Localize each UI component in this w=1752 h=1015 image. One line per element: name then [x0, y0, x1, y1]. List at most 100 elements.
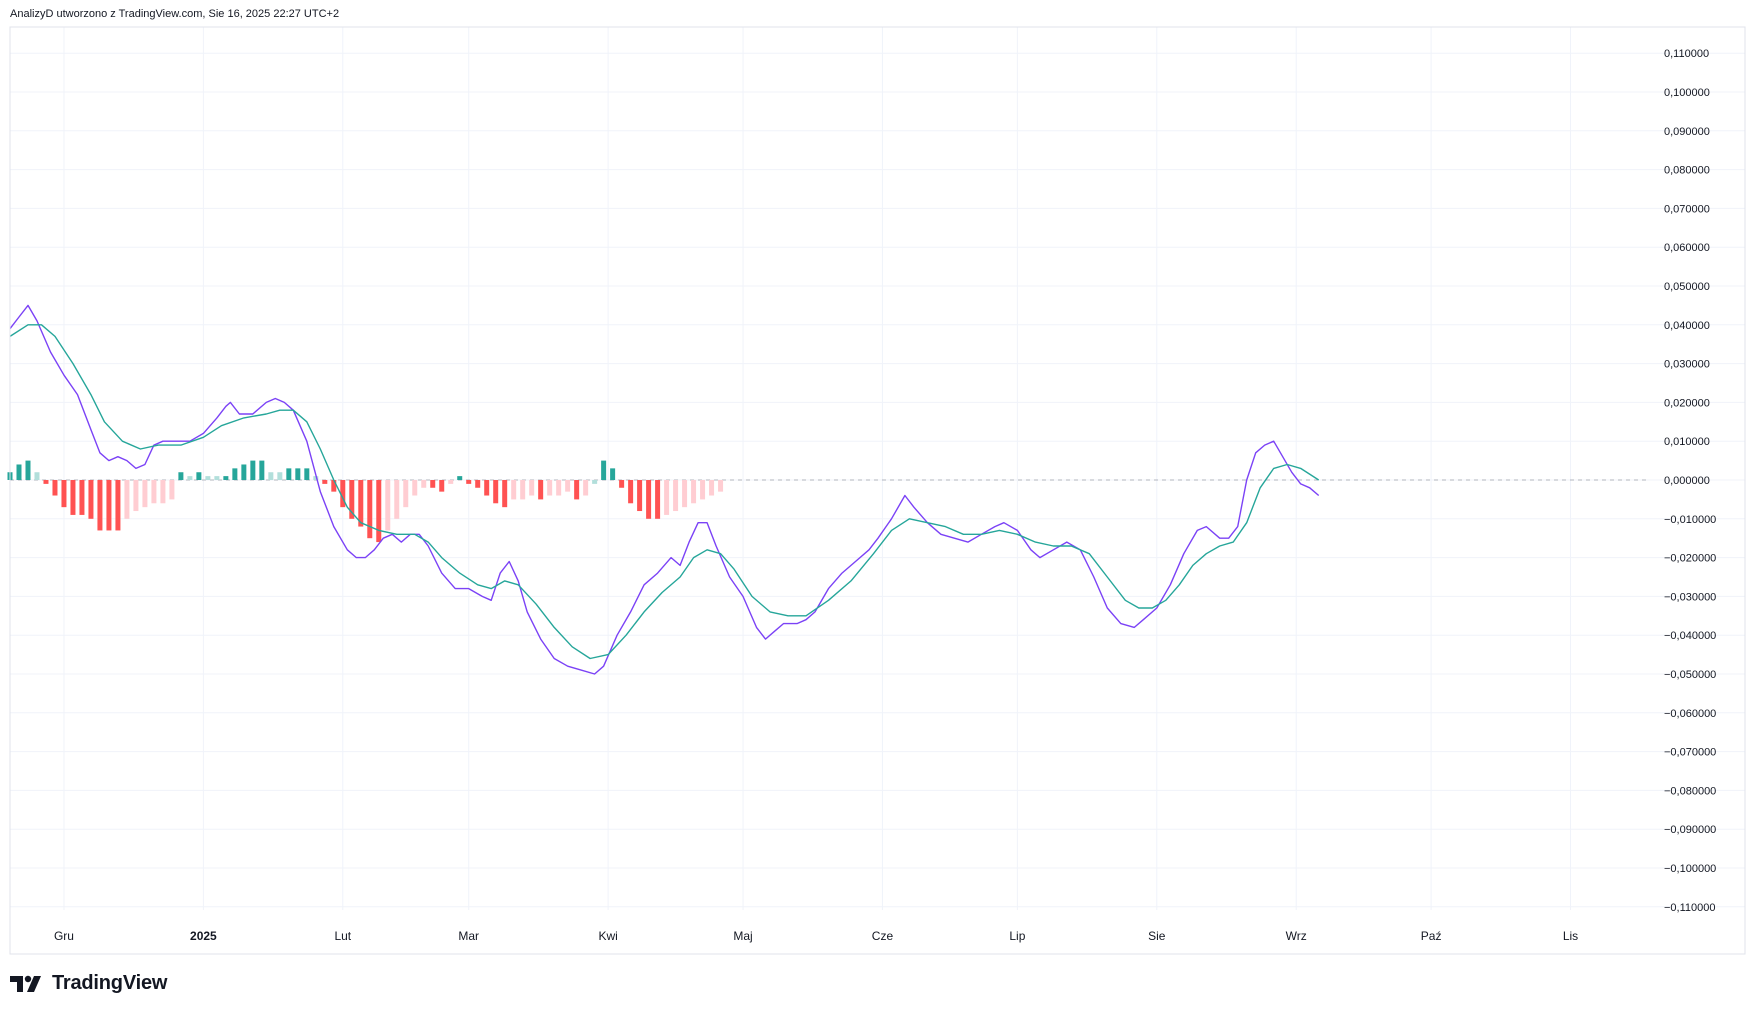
histogram-bar [142, 480, 148, 508]
histogram-bar [358, 480, 364, 527]
histogram-bar [529, 480, 535, 496]
y-tick-label: 0,000000 [1664, 475, 1710, 487]
histogram-bar [628, 480, 634, 504]
y-tick-label: −0,040000 [1664, 630, 1716, 642]
y-tick-label: 0,110000 [1664, 48, 1709, 60]
histogram-bar [223, 476, 229, 480]
histogram-bar [448, 480, 454, 484]
y-tick-label: 0,050000 [1664, 281, 1710, 293]
histogram-bar [286, 468, 292, 480]
x-axis[interactable]: Gru 2025 Lut Mar Kwi Maj Cze Lip Sie Wrz Paź Lis [54, 929, 1578, 943]
histogram-bar [673, 480, 679, 512]
histogram-bar [664, 480, 670, 515]
histogram-bar [196, 472, 202, 480]
histogram-bar [439, 480, 445, 492]
histogram-bar [484, 480, 490, 496]
histogram-bar [124, 480, 130, 519]
y-tick-label: 0,010000 [1664, 436, 1710, 448]
histogram-bar [331, 480, 337, 492]
histogram-bar [511, 480, 517, 500]
histogram-bar [133, 480, 139, 512]
histogram-bar [322, 480, 328, 484]
x-tick-label: Mar [458, 929, 479, 943]
histogram-bar [169, 480, 175, 500]
histogram-bar [619, 480, 625, 488]
x-tick-label: Sie [1148, 929, 1166, 943]
y-tick-label: −0,070000 [1664, 747, 1716, 759]
histogram-bar [61, 480, 67, 508]
pane-border [9, 26, 1746, 955]
histogram-bar [349, 480, 355, 519]
histogram-bar [79, 480, 85, 515]
histogram-bar [232, 468, 238, 480]
histogram-bar [178, 472, 184, 480]
histogram-bar [34, 472, 40, 480]
histogram-bar [277, 472, 283, 480]
histogram-bar [268, 472, 274, 480]
histogram-bar [241, 464, 247, 480]
histogram-bar [646, 480, 652, 519]
y-axis[interactable]: 0,110000 0,100000 0,090000 0,080000 0,070000… [1664, 48, 1716, 914]
histogram-bar [16, 464, 22, 480]
histogram-bar [610, 468, 616, 480]
histogram-bar [205, 476, 211, 480]
y-tick-label: −0,080000 [1664, 785, 1716, 797]
y-tick-label: −0,090000 [1664, 824, 1716, 836]
chart-caption: AnalizyD utworzono z TradingView.com, Si… [10, 8, 340, 20]
y-tick-label: 0,070000 [1664, 203, 1710, 215]
y-tick-label: 0,090000 [1664, 126, 1710, 138]
histogram-bar [304, 468, 310, 480]
x-tick-label: Wrz [1286, 929, 1307, 943]
y-tick-label: −0,100000 [1664, 863, 1716, 875]
macd-histogram [7, 460, 724, 543]
y-tick-label: −0,060000 [1664, 708, 1716, 720]
signal-line [9, 324, 1320, 660]
histogram-bar [340, 480, 346, 508]
tradingview-wordmark: TradingView [52, 972, 168, 994]
y-tick-label: 0,020000 [1664, 397, 1710, 409]
histogram-bar [583, 480, 589, 496]
histogram-bar [97, 480, 103, 531]
x-tick-label: Gru [54, 929, 74, 943]
histogram-bar [187, 476, 193, 480]
histogram-bar [52, 480, 58, 496]
macd-line [9, 304, 1320, 675]
histogram-bar [151, 480, 157, 504]
y-tick-label: −0,110000 [1664, 902, 1716, 914]
histogram-bar [574, 480, 580, 500]
histogram-bar [682, 480, 688, 508]
histogram-bar [718, 480, 724, 492]
histogram-bar [421, 480, 427, 488]
grid [10, 27, 1745, 910]
histogram-bar [376, 480, 382, 543]
histogram-bar [412, 480, 418, 496]
histogram-bar [709, 480, 715, 496]
x-tick-label: Lip [1009, 929, 1025, 943]
x-tick-label: Lut [334, 929, 351, 943]
x-tick-label: 2025 [190, 929, 217, 943]
histogram-bar [556, 480, 562, 496]
histogram-bar [466, 480, 472, 484]
tradingview-branding[interactable]: TradingView [10, 972, 167, 995]
histogram-bar [475, 480, 481, 488]
histogram-bar [160, 480, 166, 504]
y-tick-label: 0,030000 [1664, 359, 1710, 371]
histogram-bar [70, 480, 76, 515]
histogram-bar [214, 476, 220, 480]
x-tick-label: Paź [1421, 929, 1442, 943]
y-tick-label: 0,060000 [1664, 242, 1710, 254]
y-tick-label: −0,010000 [1664, 514, 1716, 526]
histogram-bar [601, 460, 607, 480]
histogram-bar [250, 460, 256, 480]
y-tick-label: 0,080000 [1664, 165, 1710, 177]
histogram-bar [457, 476, 463, 480]
histogram-bar [592, 480, 598, 484]
histogram-bar [538, 480, 544, 500]
histogram-bar [637, 480, 643, 512]
y-tick-label: 0,040000 [1664, 320, 1710, 332]
histogram-bar [295, 468, 301, 480]
histogram-bar [655, 480, 661, 519]
x-tick-label: Cze [872, 929, 894, 943]
x-tick-label: Maj [733, 929, 752, 943]
